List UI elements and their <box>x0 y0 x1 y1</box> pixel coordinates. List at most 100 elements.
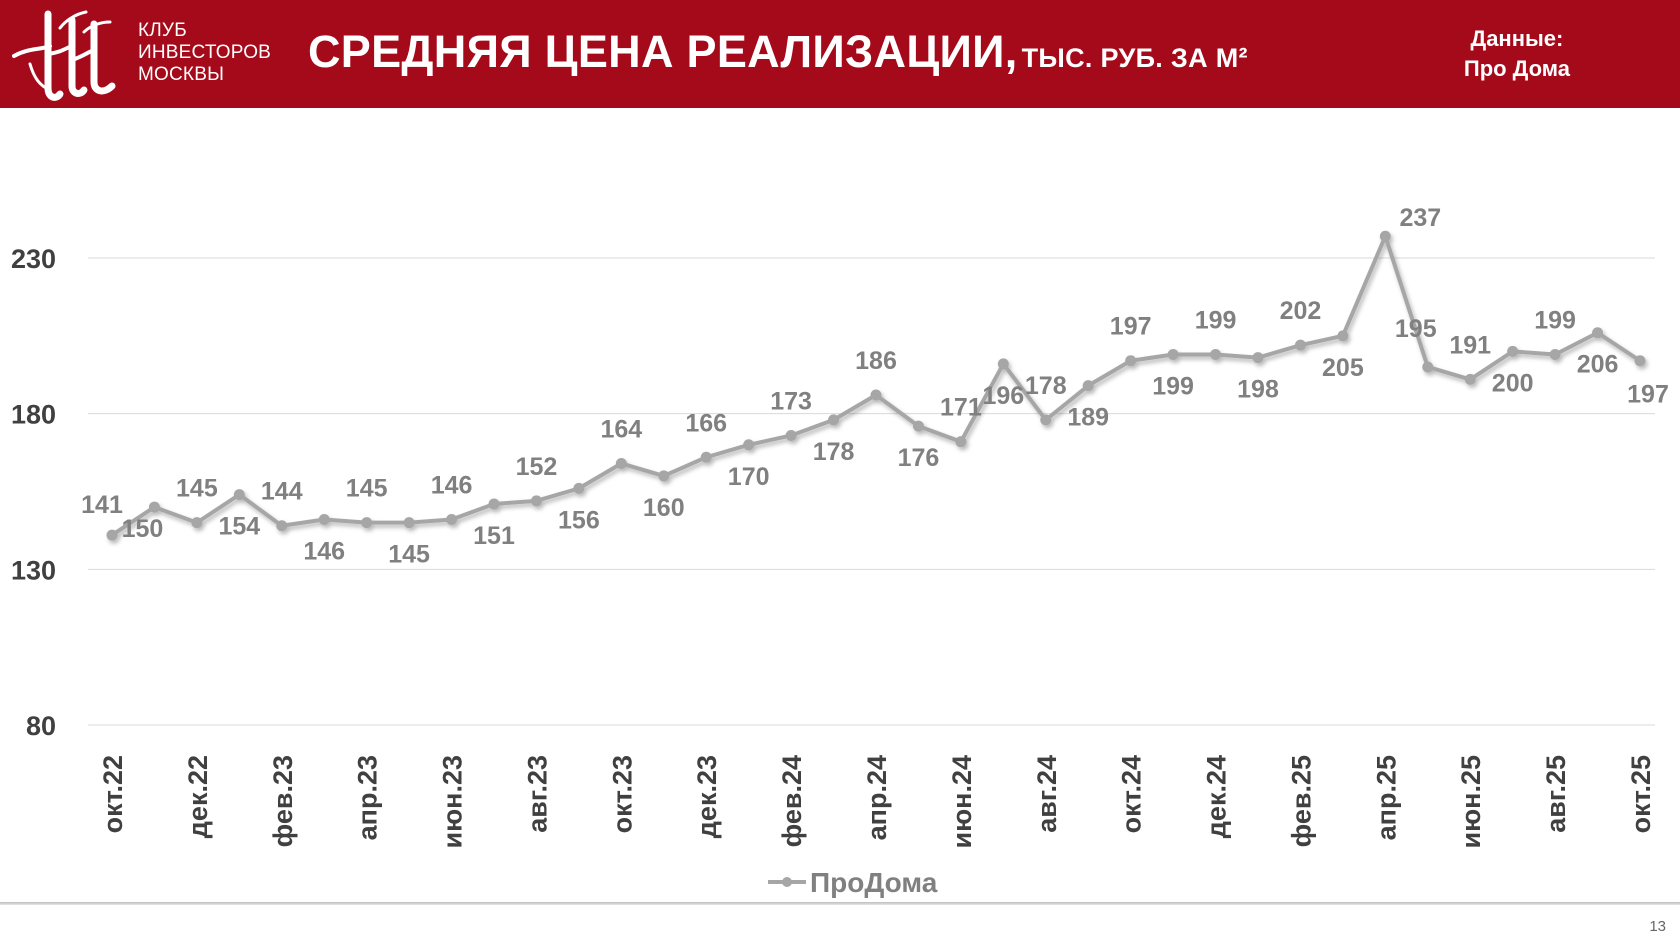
y-axis-ticks: 80 130 180 230 <box>11 244 56 741</box>
data-label: 154 <box>218 513 260 541</box>
data-label: 191 <box>1449 331 1491 359</box>
data-label: 166 <box>685 409 727 437</box>
page-title: СРЕДНЯЯ ЦЕНА РЕАЛИЗАЦИИ, ТЫС. РУБ. ЗА М² <box>308 26 1248 78</box>
club-name: КЛУБ ИНВЕСТОРОВ МОСКВЫ <box>138 20 271 86</box>
data-source-label: Данные: <box>1470 26 1564 51</box>
data-label: 150 <box>122 515 164 543</box>
data-label: 202 <box>1280 297 1322 325</box>
data-label: 144 <box>261 478 303 506</box>
data-point <box>488 498 500 510</box>
x-tick-label: окт.22 <box>98 755 128 833</box>
club-logo-icon <box>12 10 116 101</box>
data-label: 195 <box>1395 315 1437 343</box>
data-label: 170 <box>728 463 770 491</box>
data-label: 176 <box>898 444 940 472</box>
x-tick-label: июн.25 <box>1456 755 1486 849</box>
data-point <box>530 495 542 507</box>
data-point <box>1549 349 1561 361</box>
data-point <box>1167 349 1179 361</box>
data-label: 189 <box>1067 404 1109 432</box>
data-point <box>106 529 118 541</box>
club-name-line-3: МОСКВЫ <box>138 64 225 85</box>
data-point <box>912 420 924 432</box>
data-point <box>785 429 797 441</box>
header-bar: КЛУБ ИНВЕСТОРОВ МОСКВЫ СРЕДНЯЯ ЦЕНА РЕАЛ… <box>0 0 1680 108</box>
data-source: Данные: Про Дома <box>1464 24 1570 84</box>
data-point <box>403 517 415 529</box>
data-label: 145 <box>388 541 430 569</box>
data-label: 171 <box>940 394 982 422</box>
data-point <box>615 457 627 469</box>
data-point <box>1507 345 1519 357</box>
data-label: 237 <box>1399 204 1441 232</box>
data-point <box>318 514 330 526</box>
data-label: 141 <box>81 491 123 519</box>
data-point <box>1379 230 1391 242</box>
data-point <box>276 520 288 532</box>
data-label: 178 <box>813 438 855 466</box>
data-point <box>955 436 967 448</box>
data-label: 206 <box>1577 351 1619 379</box>
x-tick-label: окт.23 <box>607 755 637 833</box>
data-point <box>743 439 755 451</box>
data-label: 145 <box>176 475 218 503</box>
data-label: 145 <box>346 475 388 503</box>
x-tick-label: июн.24 <box>947 755 977 849</box>
y-tick-label: 230 <box>11 244 56 274</box>
x-tick-label: окт.24 <box>1117 755 1147 833</box>
x-tick-label: июн.23 <box>438 755 468 849</box>
legend: ПроДома <box>768 867 938 898</box>
data-label: 199 <box>1534 307 1576 335</box>
data-label: 164 <box>600 415 642 443</box>
series-pro-doma <box>106 230 1646 541</box>
data-label: 200 <box>1492 369 1534 397</box>
data-label: 198 <box>1237 376 1279 404</box>
data-point <box>1040 414 1052 426</box>
data-label: 196 <box>982 382 1024 410</box>
data-point <box>658 470 670 482</box>
x-tick-label: апр.25 <box>1371 755 1401 840</box>
x-tick-label: фев.25 <box>1286 755 1316 847</box>
data-point <box>233 489 245 501</box>
y-tick-label: 180 <box>11 400 56 430</box>
page-title-unit: ТЫС. РУБ. ЗА М² <box>1021 43 1248 73</box>
x-tick-label: фев.24 <box>777 755 807 847</box>
data-label: 151 <box>473 522 515 550</box>
legend-swatch-marker <box>782 877 792 887</box>
data-point <box>148 501 160 513</box>
data-label: 199 <box>1195 307 1237 335</box>
data-label: 146 <box>303 538 345 566</box>
data-point <box>997 358 1009 370</box>
data-point <box>1422 361 1434 373</box>
data-label: 146 <box>431 472 473 500</box>
data-point <box>446 514 458 526</box>
data-point <box>1210 349 1222 361</box>
y-tick-label: 130 <box>11 555 56 585</box>
data-point <box>1592 327 1604 339</box>
x-axis-ticks: окт.22 дек.22 фев.23 апр.23 июн.23 авг.23 окт.… <box>98 755 1656 849</box>
data-label: 160 <box>643 494 685 522</box>
data-point <box>1082 380 1094 392</box>
data-point <box>1294 339 1306 351</box>
page-number: 13 <box>1649 918 1666 935</box>
x-tick-label: дек.24 <box>1202 755 1232 838</box>
data-labels: 1411501451541441461451451461511521561641… <box>81 204 1669 568</box>
data-label: 152 <box>516 453 558 481</box>
data-label: 156 <box>558 506 600 534</box>
data-label: 173 <box>770 387 812 415</box>
data-point <box>191 517 203 529</box>
data-label: 199 <box>1152 373 1194 401</box>
data-point <box>1337 330 1349 342</box>
x-tick-label: авг.23 <box>522 755 552 833</box>
data-point <box>700 451 712 463</box>
data-point <box>573 482 585 494</box>
x-tick-label: дек.22 <box>183 755 213 838</box>
data-label: 197 <box>1110 313 1152 341</box>
x-tick-label: дек.23 <box>692 755 722 838</box>
footer-divider <box>0 902 1680 905</box>
data-source-name: Про Дома <box>1463 56 1570 81</box>
data-label: 205 <box>1322 354 1364 382</box>
data-label: 197 <box>1627 381 1669 409</box>
price-line-chart: 80 130 180 230 окт.22 дек.22 фев.23 апр.23 июн.… <box>11 204 1669 898</box>
x-tick-label: авг.25 <box>1541 755 1571 833</box>
